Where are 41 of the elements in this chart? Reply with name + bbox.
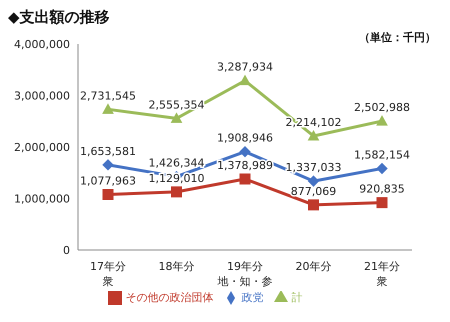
- point: [376, 197, 388, 208]
- point: [102, 188, 114, 200]
- point: [376, 116, 388, 126]
- data-label: 1,582,154: [354, 148, 410, 162]
- y-tick-label: 0: [63, 244, 70, 257]
- annotation: （単位：千円）: [359, 30, 436, 45]
- point: [171, 112, 182, 123]
- data-label: 1,337,033: [286, 161, 342, 174]
- legend-label: 政党: [242, 291, 264, 304]
- data-label: 2,731,545: [80, 89, 136, 102]
- x-tick-label: 21年分衆: [364, 260, 400, 288]
- x-tick-label: 17年分衆: [90, 260, 126, 288]
- chart-title: ◆支出額の推移: [8, 8, 110, 27]
- x-tick-label: 20年分: [296, 260, 332, 273]
- y-tick-label: 4,000,000: [14, 38, 70, 51]
- point: [308, 176, 319, 187]
- point: [240, 75, 250, 86]
- data-label: 1,426,344: [148, 156, 204, 170]
- point: [308, 199, 319, 210]
- point: [240, 146, 250, 158]
- point: [240, 173, 250, 184]
- data-label: 3,287,934: [217, 60, 273, 74]
- y-tick-label: 3,000,000: [14, 89, 70, 102]
- point: [376, 163, 388, 174]
- legend-label: 計: [292, 291, 302, 304]
- data-label: 1,378,989: [217, 158, 273, 172]
- point: [102, 159, 114, 170]
- data-label: 877,069: [290, 184, 336, 198]
- data-label: 2,502,988: [354, 101, 410, 114]
- x-tick-label: 19年分地・知・参: [216, 260, 272, 288]
- data-label: 1,077,963: [80, 174, 136, 188]
- point: [171, 186, 182, 198]
- point: [308, 130, 319, 140]
- data-label: 920,835: [359, 182, 405, 196]
- point: [102, 104, 114, 114]
- y-tick-label: 2,000,000: [14, 140, 70, 154]
- y-tick-label: 1,000,000: [14, 192, 70, 206]
- data-label: 1,908,946: [217, 132, 273, 145]
- legend-label: その他の政治団体: [126, 291, 214, 304]
- x-tick-label: 18年分: [158, 260, 194, 273]
- data-label: 1,653,581: [80, 144, 136, 158]
